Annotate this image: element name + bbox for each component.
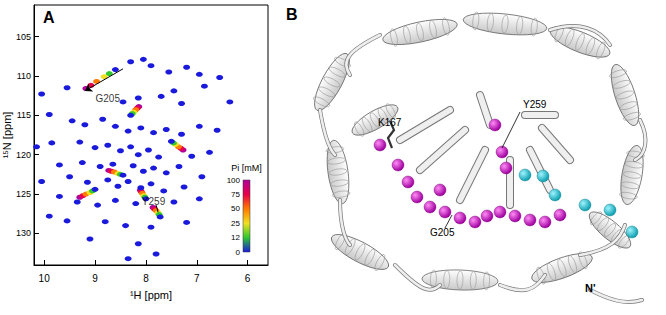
svg-text:Pi [mM]: Pi [mM]: [231, 163, 262, 173]
svg-text:N': N': [585, 282, 596, 294]
svg-text:25: 25: [231, 219, 240, 228]
svg-text:75: 75: [231, 190, 240, 199]
svg-text:100: 100: [227, 176, 241, 185]
svg-text:105: 105: [16, 32, 31, 42]
svg-text:Y259: Y259: [523, 99, 547, 110]
svg-text:¹⁵N [ppm]: ¹⁵N [ppm]: [1, 112, 13, 159]
svg-text:130: 130: [16, 228, 31, 238]
svg-text:8: 8: [143, 273, 149, 284]
svg-text:K167: K167: [378, 117, 402, 128]
svg-text:110: 110: [17, 71, 31, 81]
svg-text:120: 120: [16, 150, 31, 160]
svg-text:Y259: Y259: [142, 196, 166, 207]
svg-text:A: A: [43, 9, 55, 26]
svg-text:125: 125: [16, 189, 31, 199]
svg-text:50: 50: [231, 204, 240, 213]
svg-text:G205: G205: [96, 93, 121, 104]
svg-text:6: 6: [245, 273, 251, 284]
svg-text:G205: G205: [430, 227, 455, 238]
svg-text:0: 0: [236, 248, 241, 257]
svg-text:12: 12: [231, 233, 240, 242]
svg-text:7: 7: [194, 273, 200, 284]
svg-text:¹H [ppm]: ¹H [ppm]: [130, 289, 172, 301]
svg-text:B: B: [286, 6, 298, 23]
svg-text:10: 10: [39, 273, 51, 284]
svg-text:9: 9: [92, 273, 98, 284]
svg-text:115: 115: [17, 110, 31, 120]
